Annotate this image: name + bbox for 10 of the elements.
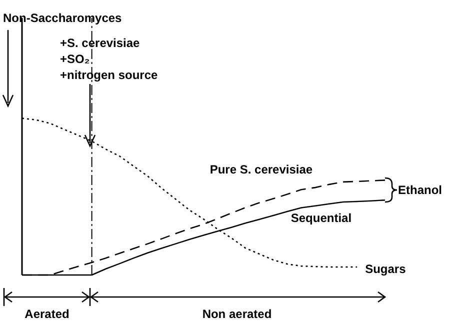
text: Aerated — [24, 307, 70, 321]
text: Non aerated — [202, 307, 272, 321]
text: Non-Saccharomyces — [3, 11, 122, 25]
series-label: Pure S. cerevisiae — [210, 162, 313, 177]
series-label: Sugars — [365, 262, 406, 276]
text: +S. cerevisiae — [60, 36, 140, 50]
text: +nitrogen source — [60, 68, 158, 82]
series-label: Sequential — [290, 210, 352, 225]
text: +SO₂ — [60, 52, 90, 66]
text: Ethanol — [398, 183, 442, 197]
